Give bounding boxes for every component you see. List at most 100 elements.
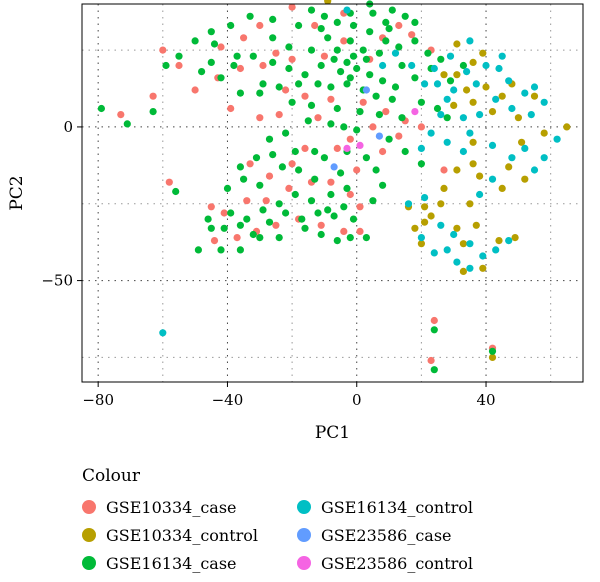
data-point bbox=[191, 86, 199, 94]
data-point bbox=[488, 175, 497, 183]
data-point bbox=[437, 55, 445, 63]
legend-label: GSE10334_case bbox=[106, 497, 237, 517]
data-point bbox=[466, 240, 474, 248]
legend-label: GSE16134_case bbox=[106, 553, 237, 573]
data-point bbox=[459, 240, 467, 248]
data-point bbox=[256, 89, 264, 97]
data-point bbox=[256, 21, 264, 30]
data-point bbox=[446, 52, 455, 60]
data-point bbox=[430, 64, 438, 73]
data-point bbox=[453, 71, 461, 79]
data-point bbox=[340, 37, 348, 45]
data-point bbox=[391, 83, 400, 91]
data-point bbox=[330, 212, 338, 220]
data-point bbox=[459, 61, 467, 70]
data-point bbox=[430, 326, 438, 334]
data-point bbox=[488, 141, 497, 149]
data-point bbox=[269, 58, 277, 66]
data-point bbox=[417, 234, 425, 242]
data-point bbox=[204, 215, 212, 223]
data-point bbox=[243, 215, 251, 223]
data-point bbox=[553, 135, 561, 143]
data-point bbox=[440, 166, 448, 174]
data-point bbox=[333, 104, 341, 113]
data-point bbox=[340, 203, 348, 211]
data-point bbox=[362, 234, 370, 242]
data-point bbox=[349, 215, 358, 223]
data-point bbox=[349, 52, 358, 60]
data-point bbox=[275, 83, 283, 91]
legend-label: GSE10334_control bbox=[106, 525, 259, 545]
data-point bbox=[162, 61, 170, 70]
data-point bbox=[505, 237, 513, 245]
data-point bbox=[366, 71, 374, 79]
data-point bbox=[252, 154, 261, 162]
data-point bbox=[479, 252, 487, 260]
data-point bbox=[508, 104, 516, 113]
data-point bbox=[521, 89, 529, 97]
data-point bbox=[282, 86, 290, 94]
data-point bbox=[466, 129, 474, 137]
data-point bbox=[117, 111, 125, 119]
data-point bbox=[288, 160, 296, 168]
data-point bbox=[356, 227, 364, 235]
data-point bbox=[236, 64, 244, 73]
data-point bbox=[159, 46, 167, 54]
data-point bbox=[243, 197, 251, 205]
data-point bbox=[469, 98, 477, 106]
series-GSE10334_control bbox=[324, 0, 571, 361]
data-point bbox=[369, 9, 377, 17]
data-point bbox=[453, 40, 461, 48]
data-point bbox=[317, 221, 325, 229]
data-point bbox=[320, 52, 328, 60]
data-point bbox=[256, 234, 264, 242]
data-point bbox=[479, 264, 487, 272]
data-point bbox=[217, 246, 225, 254]
legend-item: GSE16134_case bbox=[82, 552, 297, 574]
data-point bbox=[220, 224, 228, 232]
data-point bbox=[417, 98, 425, 106]
data-point bbox=[333, 18, 341, 26]
data-point bbox=[382, 18, 390, 26]
data-point bbox=[149, 92, 157, 100]
data-point bbox=[346, 135, 354, 143]
data-point bbox=[97, 104, 105, 113]
data-point bbox=[408, 61, 416, 70]
data-point bbox=[265, 218, 274, 226]
data-point bbox=[366, 28, 374, 36]
data-point bbox=[540, 129, 548, 137]
data-point bbox=[563, 123, 571, 131]
legend-entries: GSE10334_case GSE16134_control GSE10334_co… bbox=[82, 496, 562, 574]
data-point bbox=[340, 123, 348, 131]
data-point bbox=[298, 215, 306, 223]
data-point bbox=[514, 114, 523, 122]
data-point bbox=[175, 52, 183, 60]
data-point bbox=[220, 209, 228, 217]
data-point bbox=[275, 111, 283, 119]
data-point bbox=[488, 353, 497, 361]
data-point bbox=[346, 190, 354, 199]
data-point bbox=[466, 264, 474, 272]
data-point bbox=[492, 95, 500, 103]
data-point bbox=[521, 144, 529, 152]
legend-item: GSE16134_control bbox=[297, 496, 517, 518]
legend-swatch bbox=[297, 528, 311, 542]
data-point bbox=[540, 98, 548, 106]
data-point bbox=[324, 0, 332, 5]
data-point bbox=[375, 49, 383, 57]
data-point bbox=[430, 366, 438, 374]
data-point bbox=[194, 246, 202, 254]
data-point bbox=[379, 181, 387, 189]
data-point bbox=[463, 68, 471, 76]
data-point bbox=[285, 184, 293, 192]
data-point bbox=[227, 209, 235, 217]
data-point bbox=[198, 68, 206, 76]
legend-swatch bbox=[82, 528, 96, 542]
data-point bbox=[236, 246, 244, 254]
data-point bbox=[395, 21, 403, 30]
data-point bbox=[191, 37, 199, 45]
data-point bbox=[288, 3, 296, 11]
data-point bbox=[362, 154, 370, 162]
legend-item: GSE23586_control bbox=[297, 552, 517, 574]
data-point bbox=[469, 138, 477, 146]
